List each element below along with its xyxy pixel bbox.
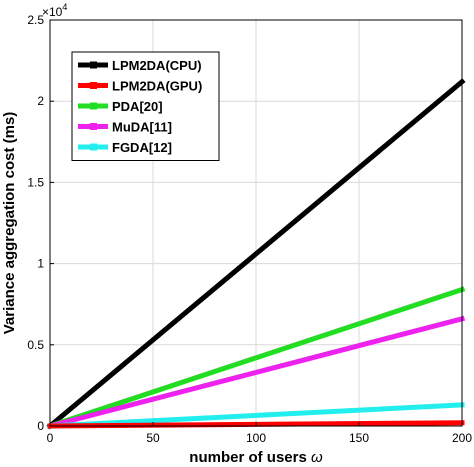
y-tick-label: 0.5 — [27, 338, 44, 352]
y-axis-multiplier-base: ×10 — [42, 5, 63, 19]
legend-marker — [90, 82, 97, 89]
y-axis-label: Variance aggregation cost (ms) — [1, 112, 18, 335]
tick-labels: 0 50 100 150 200 0 0.5 1 1.5 2 2.5 — [27, 13, 472, 445]
x-axis-label: number of users ω — [189, 449, 323, 466]
legend-marker — [90, 61, 97, 69]
y-tick-label: 1.5 — [27, 175, 44, 189]
legend-label: FGDA[12] — [112, 140, 172, 155]
y-axis-multiplier-exponent: 4 — [62, 2, 67, 12]
y-tick-label: 0 — [37, 419, 44, 433]
x-tick-label: 200 — [452, 431, 472, 445]
y-tick-label: 2 — [37, 94, 44, 108]
series-line-4 — [47, 402, 465, 429]
legend-marker — [90, 123, 97, 130]
legend-marker — [90, 102, 97, 110]
series-lines — [46, 78, 466, 430]
y-tick-label: 2.5 — [27, 13, 44, 27]
legend-label: LPM2DA(CPU) — [112, 58, 202, 73]
legend-marker — [90, 143, 97, 151]
legend: LPM2DA(CPU) LPM2DA(GPU) PDA[20] MuDA[11] FGD… — [71, 51, 220, 161]
x-tick-label: 0 — [47, 431, 54, 445]
y-axis-multiplier: ×104 — [42, 2, 67, 19]
series-line-0 — [46, 78, 466, 430]
legend-label: PDA[20] — [112, 99, 163, 114]
x-axis-label-text: number of users — [189, 449, 307, 466]
series-line-2 — [46, 286, 466, 430]
y-tick-label: 1 — [37, 257, 44, 271]
x-tick-label: 100 — [246, 431, 266, 445]
x-tick-label: 150 — [349, 431, 369, 445]
legend-label: LPM2DA(GPU) — [112, 79, 202, 94]
x-axis-label-symbol: ω — [311, 449, 323, 466]
series-line-3 — [46, 315, 466, 430]
legend-label: MuDA[11] — [112, 120, 172, 135]
x-tick-label: 50 — [146, 431, 160, 445]
